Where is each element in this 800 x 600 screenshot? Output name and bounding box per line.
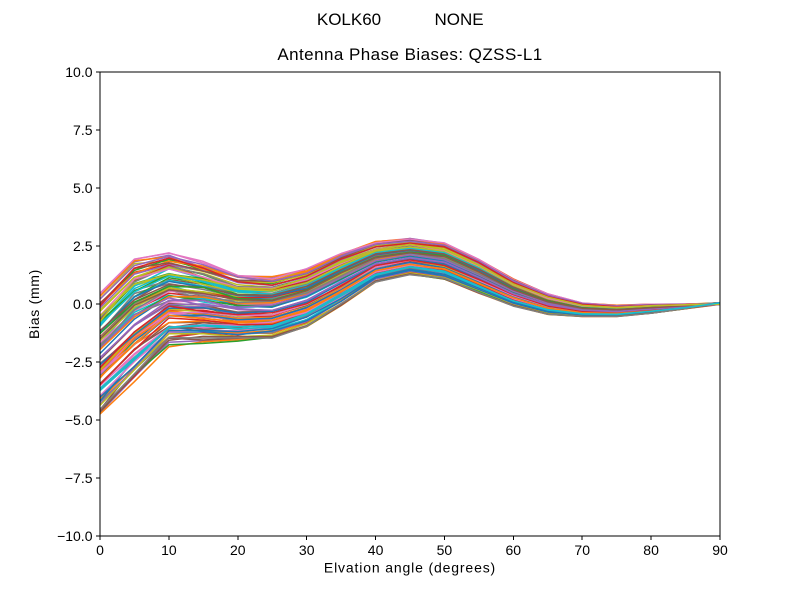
svg-text:−7.5: −7.5	[65, 470, 93, 486]
svg-text:60: 60	[506, 542, 522, 558]
svg-text:−2.5: −2.5	[65, 354, 93, 370]
svg-text:Bias (mm): Bias (mm)	[26, 269, 42, 339]
svg-text:30: 30	[299, 542, 315, 558]
svg-text:KOLK60: KOLK60	[317, 10, 381, 29]
svg-text:50: 50	[437, 542, 453, 558]
svg-text:0: 0	[96, 542, 104, 558]
svg-text:40: 40	[368, 542, 384, 558]
svg-text:10.0: 10.0	[65, 64, 92, 80]
svg-text:Elvation angle (degrees): Elvation angle (degrees)	[324, 560, 496, 576]
svg-text:−10.0: −10.0	[57, 528, 93, 544]
svg-text:0.0: 0.0	[73, 296, 93, 312]
svg-text:20: 20	[230, 542, 246, 558]
svg-text:80: 80	[643, 542, 659, 558]
svg-text:70: 70	[574, 542, 590, 558]
svg-text:90: 90	[712, 542, 728, 558]
svg-text:−5.0: −5.0	[65, 412, 93, 428]
svg-text:Antenna Phase Biases: QZSS-L1: Antenna Phase Biases: QZSS-L1	[277, 45, 542, 64]
svg-text:2.5: 2.5	[73, 238, 93, 254]
svg-text:10: 10	[161, 542, 177, 558]
svg-text:7.5: 7.5	[73, 122, 93, 138]
svg-text:NONE: NONE	[434, 10, 483, 29]
svg-text:5.0: 5.0	[73, 180, 93, 196]
